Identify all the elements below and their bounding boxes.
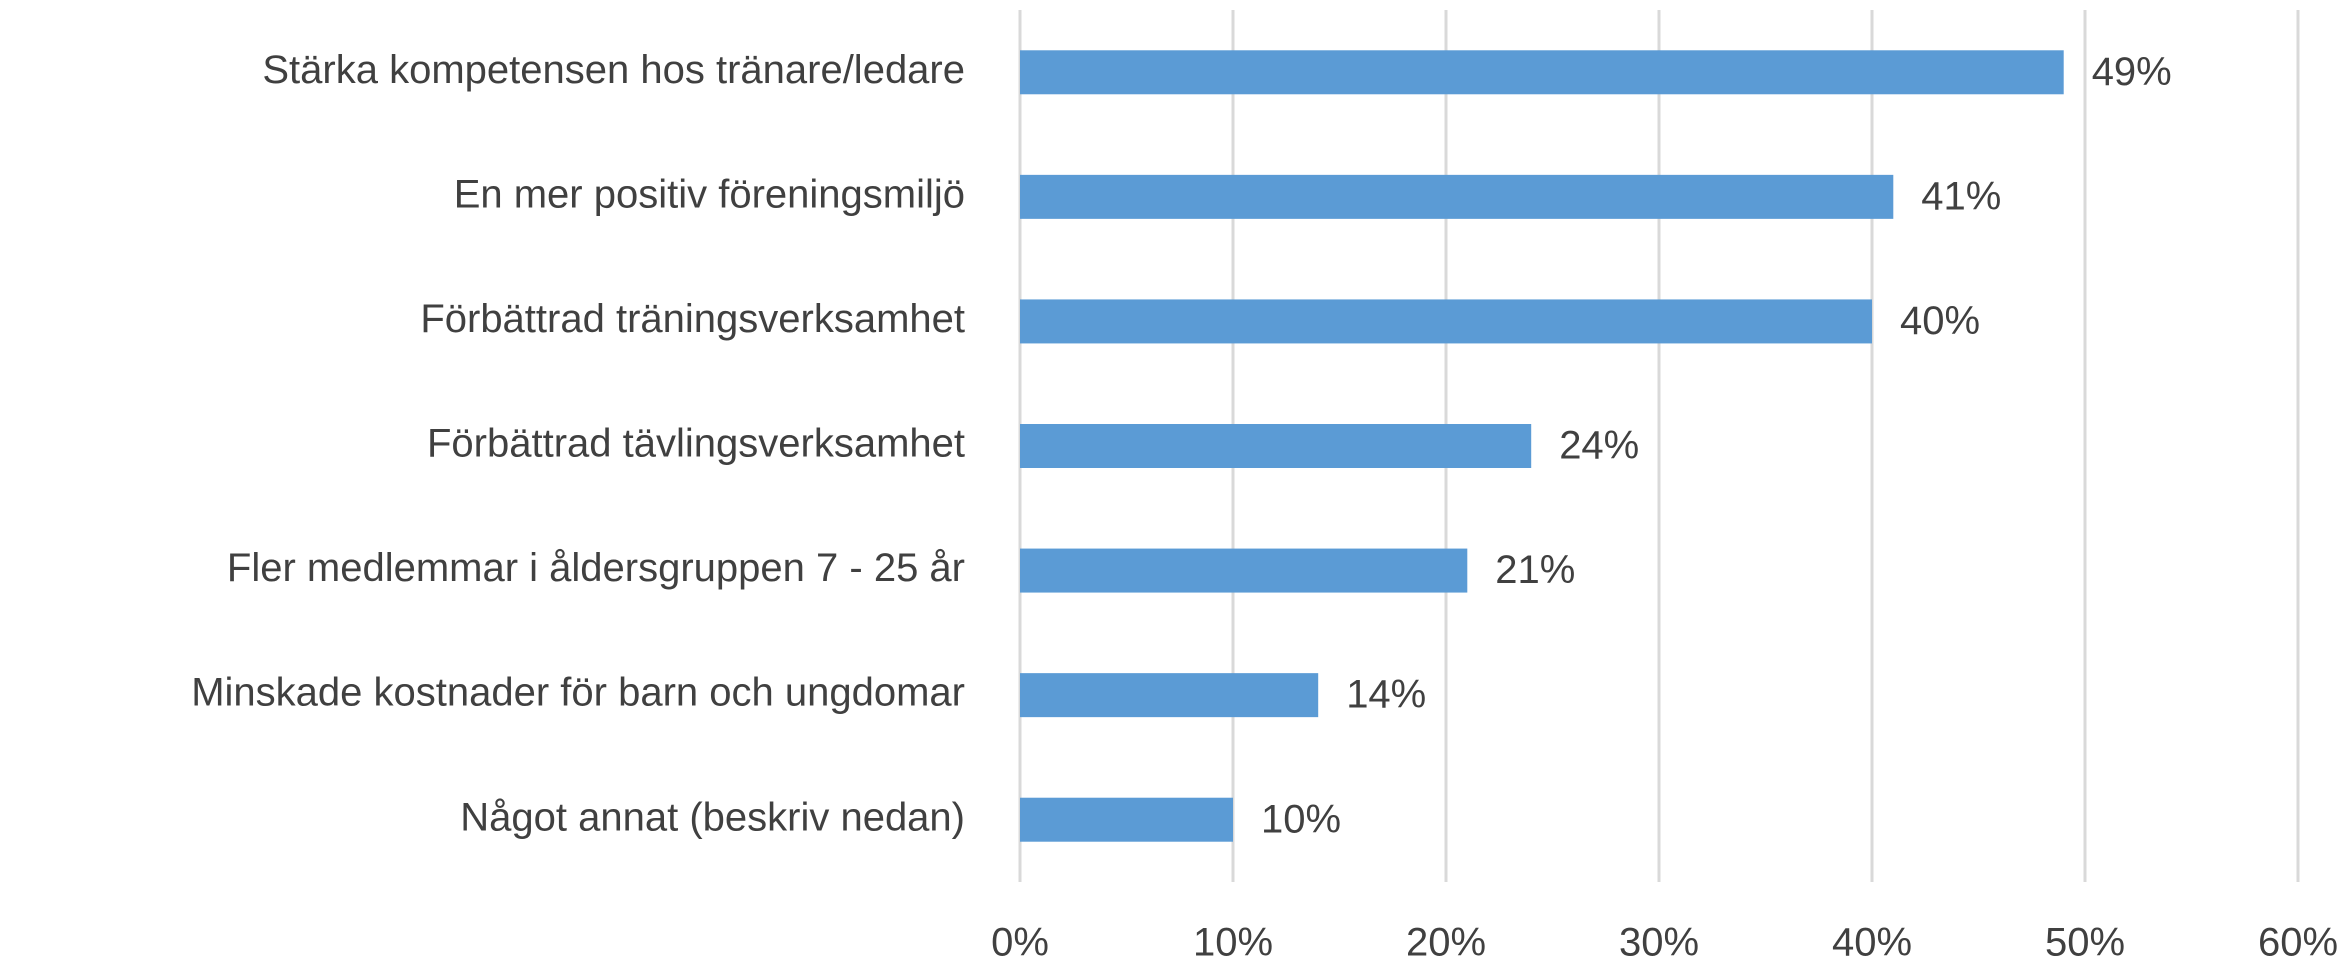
bar	[1020, 424, 1532, 468]
category-label: Något annat (beskriv nedan)	[460, 795, 965, 839]
x-tick-label: 30%	[1619, 921, 1699, 963]
value-label: 14%	[1346, 673, 1426, 717]
x-tick-label: 20%	[1406, 921, 1486, 963]
value-label: 49%	[2092, 50, 2172, 94]
category-label: Förbättrad tävlingsverksamhet	[427, 422, 965, 466]
category-label: Minskade kostnader för barn och ungdomar	[191, 671, 965, 715]
x-tick-label: 40%	[1832, 921, 1912, 963]
category-label: Stärka kompetensen hos tränare/ledare	[262, 48, 965, 92]
value-label: 21%	[1495, 548, 1575, 592]
value-label: 24%	[1559, 424, 1639, 468]
bar	[1020, 174, 1894, 219]
value-label: 41%	[1921, 174, 2001, 218]
value-label: 10%	[1261, 797, 1341, 841]
bar	[1020, 548, 1468, 593]
x-tick-label: 0%	[991, 921, 1049, 963]
category-label: Fler medlemmar i åldersgruppen 7 - 25 år	[227, 546, 965, 590]
x-tick-label: 60%	[2258, 921, 2338, 963]
value-label: 40%	[1900, 299, 1980, 343]
bar	[1020, 673, 1319, 718]
bar	[1020, 299, 1872, 344]
category-label: En mer positiv föreningsmiljö	[454, 172, 965, 216]
bar	[1020, 797, 1233, 842]
bar	[1020, 50, 2064, 95]
x-tick-label: 50%	[2045, 921, 2125, 963]
x-tick-label: 10%	[1193, 921, 1273, 963]
category-label: Förbättrad träningsverksamhet	[420, 297, 965, 341]
